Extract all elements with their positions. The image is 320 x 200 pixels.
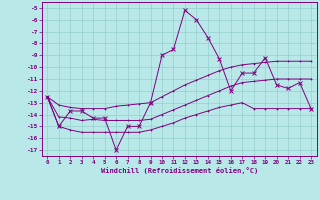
- X-axis label: Windchill (Refroidissement éolien,°C): Windchill (Refroidissement éolien,°C): [100, 167, 258, 174]
